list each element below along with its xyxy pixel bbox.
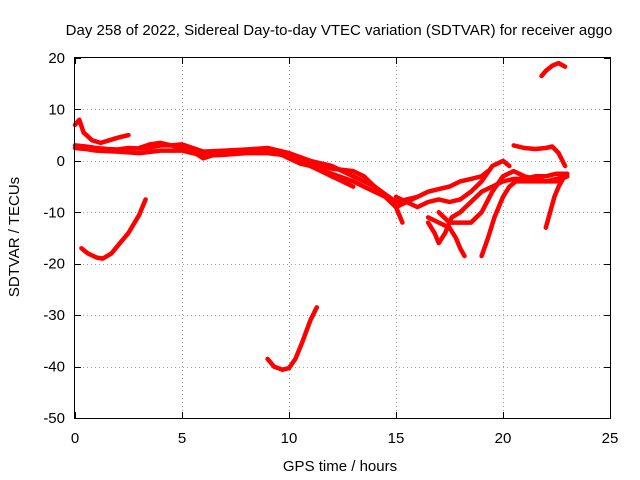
series-arc-3 [72,145,420,205]
series-arc-15 [543,171,570,230]
y-tick-label: -30 [43,307,65,324]
y-tick-label: 20 [48,50,65,67]
series-arc-11 [425,215,467,259]
y-tick-label: -10 [43,204,65,221]
series-arc-8 [393,168,491,210]
x-tick-label: 10 [281,430,298,447]
axis-ticks [75,58,611,419]
tick-labels: 0 5 10 15 20 25 -50 -40 -30 -20 -10 0 10 20 [43,50,618,447]
series-arc-10 [425,171,570,246]
series-arc-5 [276,150,399,205]
series-arc-7 [265,305,320,372]
y-tick-label: -40 [43,359,65,376]
x-tick-label: 0 [71,430,79,447]
x-tick-label: 20 [495,430,512,447]
plot-frame [74,57,611,419]
x-tick-label: 15 [388,430,405,447]
series-arc-16 [539,60,568,79]
x-axis-label: GPS time / hours [283,458,397,475]
series-arc-14 [511,143,568,169]
x-tick-label: 25 [602,430,619,447]
y-tick-label: 10 [48,101,65,118]
y-axis-label: SDTVAR / TECUs [6,177,23,297]
series-arc-12 [436,168,570,225]
series-arc-6 [79,197,148,261]
y-tick-label: -20 [43,256,65,273]
chart-title: Day 258 of 2022, Sidereal Day-to-day VTE… [66,22,613,39]
series-arc-13 [479,174,570,259]
y-tick-label: -50 [43,410,65,427]
series-arc-9 [393,158,512,210]
x-tick-label: 5 [178,430,186,447]
grid [75,58,610,418]
series-arc-1 [72,117,131,146]
y-tick-label: 0 [57,153,65,170]
data-series [72,60,570,372]
